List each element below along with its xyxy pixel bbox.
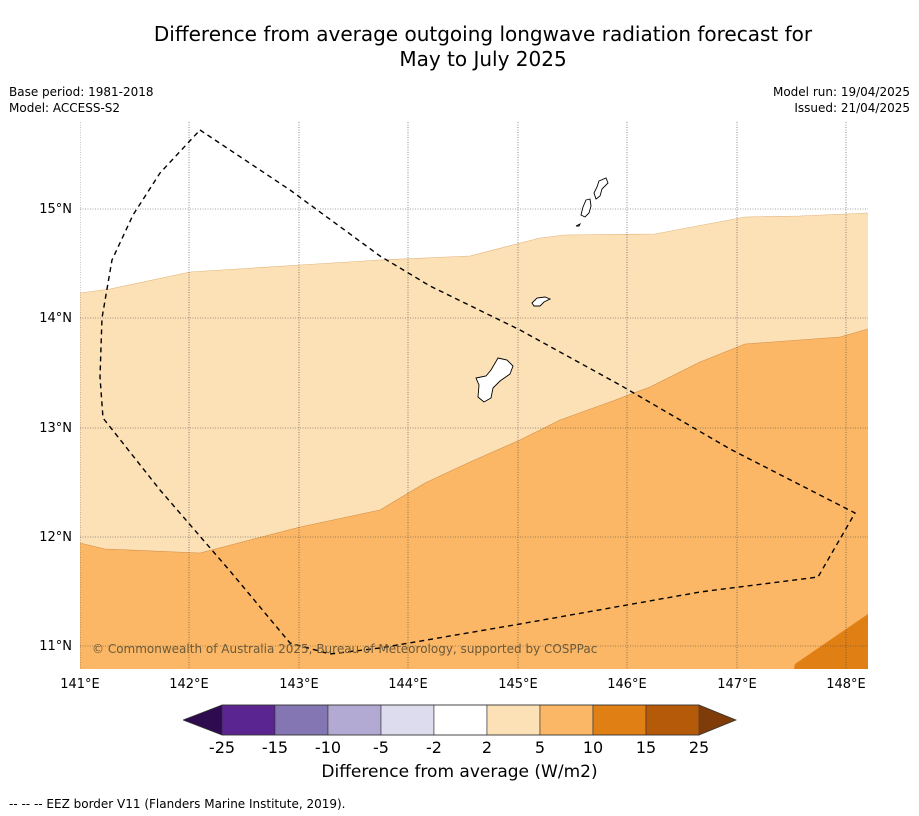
anomaly-band-10-15 — [794, 614, 868, 669]
lat-label-12: 12°N — [39, 530, 72, 545]
colorbar-tick-6: 2 — [481, 738, 493, 757]
lon-label-147: 147°E — [717, 677, 757, 692]
lon-label-148: 148°E — [826, 677, 866, 692]
island-saipan — [593, 177, 609, 200]
colorbar-right-extend — [699, 705, 736, 735]
colorbar-tick-1: -25 — [208, 738, 236, 757]
island-rota — [531, 296, 552, 307]
meta-right: Model run: 19/04/2025 Issued: 21/04/2025 — [773, 84, 910, 116]
lon-label-143: 143°E — [279, 677, 319, 692]
gridlines — [80, 122, 868, 669]
title-line-1: Difference from average outgoing longwav… — [153, 22, 813, 46]
colorbar-tick-5: -2 — [426, 738, 442, 757]
colorbar-tick-4: -5 — [373, 738, 389, 757]
map-panel: © Commonwealth of Australia 2025, Bureau… — [39, 122, 868, 692]
island-tinian — [580, 198, 592, 218]
colorbar — [183, 704, 737, 736]
island-aguijan — [575, 222, 582, 227]
map-fills: © Commonwealth of Australia 2025, Bureau… — [80, 122, 868, 669]
lon-label-145: 145°E — [498, 677, 538, 692]
lon-label-141: 141°E — [60, 677, 100, 692]
lat-label-13: 13°N — [39, 421, 72, 436]
colorbar-segment-7 — [539, 704, 594, 736]
latitude-labels: 15°N 14°N 13°N 12°N 11°N — [39, 202, 72, 654]
colorbar-tick-2: -15 — [261, 738, 289, 757]
colorbar-tick-3: -10 — [314, 738, 342, 757]
issued-text: Issued: 21/04/2025 — [794, 101, 910, 115]
contour-2 — [80, 212, 868, 294]
lon-label-142: 142°E — [169, 677, 209, 692]
lat-label-14: 14°N — [39, 311, 72, 326]
contour-5 — [80, 328, 868, 554]
colorbar-tick-7: 5 — [534, 738, 546, 757]
longitude-labels: 141°E 142°E 143°E 144°E 145°E 146°E 147°… — [60, 677, 866, 692]
lon-label-144: 144°E — [388, 677, 428, 692]
lat-label-15: 15°N — [39, 202, 72, 217]
eez-border — [99, 129, 856, 655]
colorbar-segment-2 — [274, 704, 329, 736]
colorbar-segment-4 — [380, 704, 435, 736]
colorbar-tick-8: 10 — [582, 738, 604, 757]
colorbar-segment-6 — [486, 704, 541, 736]
lat-label-11: 11°N — [39, 639, 72, 654]
chart-title: Difference from average outgoing longwav… — [90, 22, 876, 72]
lon-label-146: 146°E — [607, 677, 647, 692]
meta-left: Base period: 1981-2018 Model: ACCESS-S2 — [9, 84, 154, 116]
colorbar-tick-10: 25 — [688, 738, 710, 757]
copyright-text: © Commonwealth of Australia 2025, Bureau… — [92, 642, 597, 656]
colorbar-segment-8 — [592, 704, 647, 736]
island-outlines — [475, 177, 609, 403]
model-text: Model: ACCESS-S2 — [9, 101, 121, 115]
colorbar-title: Difference from average (W/m2) — [321, 762, 598, 782]
colorbar-outline — [183, 704, 737, 736]
colorbar-segment-9 — [645, 704, 700, 736]
colorbar-segment-3 — [327, 704, 382, 736]
colorbar-tick-9: 15 — [635, 738, 657, 757]
title-line-2: May to July 2025 — [399, 47, 567, 71]
base-period-text: Base period: 1981-2018 — [9, 85, 154, 99]
model-run-text: Model run: 19/04/2025 — [772, 85, 910, 99]
footnote: -- -- -- EEZ border V11 (Flanders Marine… — [9, 797, 346, 811]
colorbar-left-extend — [183, 705, 222, 735]
island-guam — [475, 357, 514, 403]
colorbar-segment-5 — [433, 704, 488, 736]
colorbar-segment-1 — [221, 704, 276, 736]
